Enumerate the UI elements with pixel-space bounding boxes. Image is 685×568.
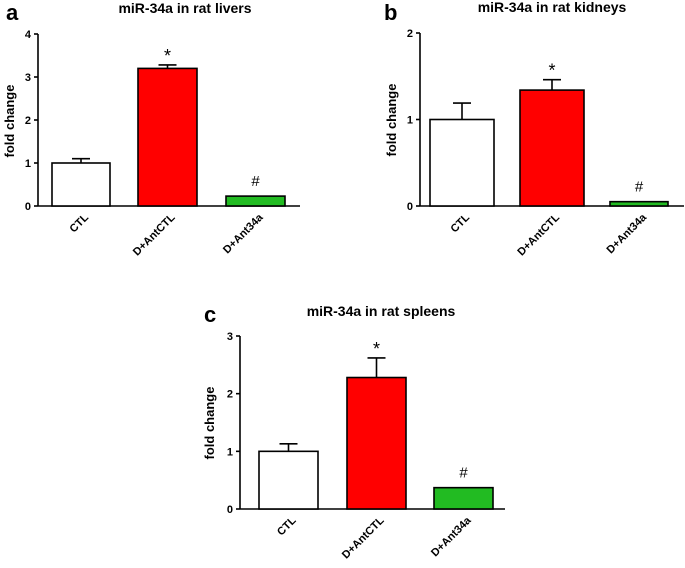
x-tick-label: D+Ant34a — [429, 514, 474, 559]
y-axis-label: fold change — [202, 387, 217, 460]
significance-asterisk: * — [164, 46, 171, 66]
x-tick-label: D+Ant34a — [221, 211, 266, 256]
significance-hash: # — [251, 173, 260, 190]
chart-panel-c: c miR-34a in rat spleens fold change 0 1 2 3 CT… — [202, 302, 505, 561]
y-tick-label: 3 — [227, 331, 233, 343]
chart-title: miR-34a in rat spleens — [307, 303, 456, 319]
x-tick-label: CTL — [68, 211, 92, 235]
y-tick-label: 1 — [25, 158, 31, 170]
panel-letter: b — [384, 0, 397, 25]
x-tick-label: D+AntCTL — [131, 211, 178, 258]
bar-ctl — [51, 162, 111, 207]
x-tick-label: CTL — [275, 514, 299, 538]
x-tick-label: D+Ant34a — [605, 211, 650, 256]
y-tick-label: 4 — [25, 29, 32, 41]
y-tick-label: 3 — [25, 72, 31, 84]
bar-d-antctl — [519, 89, 585, 207]
bar-d-ant34a — [433, 486, 494, 510]
y-axis-label: fold change — [384, 84, 399, 157]
y-tick-label: 0 — [407, 201, 413, 213]
y-tick-label: 1 — [407, 115, 413, 127]
significance-asterisk: * — [548, 61, 555, 81]
y-tick-label: 0 — [227, 504, 233, 516]
bar-d-ant34a — [225, 195, 286, 207]
chart-panel-b: b miR-34a in rat kidneys fold change 0 1 2 CTL… — [384, 0, 684, 258]
bar-ctl — [429, 118, 495, 207]
x-tick-label: D+AntCTL — [515, 211, 562, 258]
y-tick-label: 2 — [407, 28, 413, 40]
bar-d-ant34a — [609, 200, 669, 207]
significance-hash: # — [459, 465, 468, 482]
chart-title: miR-34a in rat kidneys — [478, 0, 627, 15]
y-axis-label: fold change — [2, 85, 17, 158]
x-tick-label: CTL — [449, 211, 473, 235]
panel-letter: a — [6, 0, 19, 25]
y-tick-label: 2 — [227, 389, 233, 401]
bar-ctl — [258, 450, 319, 510]
chart-panel-a: a miR-34a in rat livers fold change 0 1 2 3 4 CT… — [2, 0, 300, 258]
significance-hash: # — [635, 179, 644, 196]
y-tick-label: 0 — [25, 201, 31, 213]
y-tick-label: 1 — [227, 446, 233, 458]
y-tick-label: 2 — [25, 115, 31, 127]
significance-asterisk: * — [373, 339, 380, 359]
bar-d-antctl — [346, 376, 407, 510]
panel-letter: c — [204, 302, 216, 327]
chart-title: miR-34a in rat livers — [118, 0, 251, 16]
x-tick-label: D+AntCTL — [340, 514, 387, 561]
bar-d-antctl — [137, 67, 198, 207]
